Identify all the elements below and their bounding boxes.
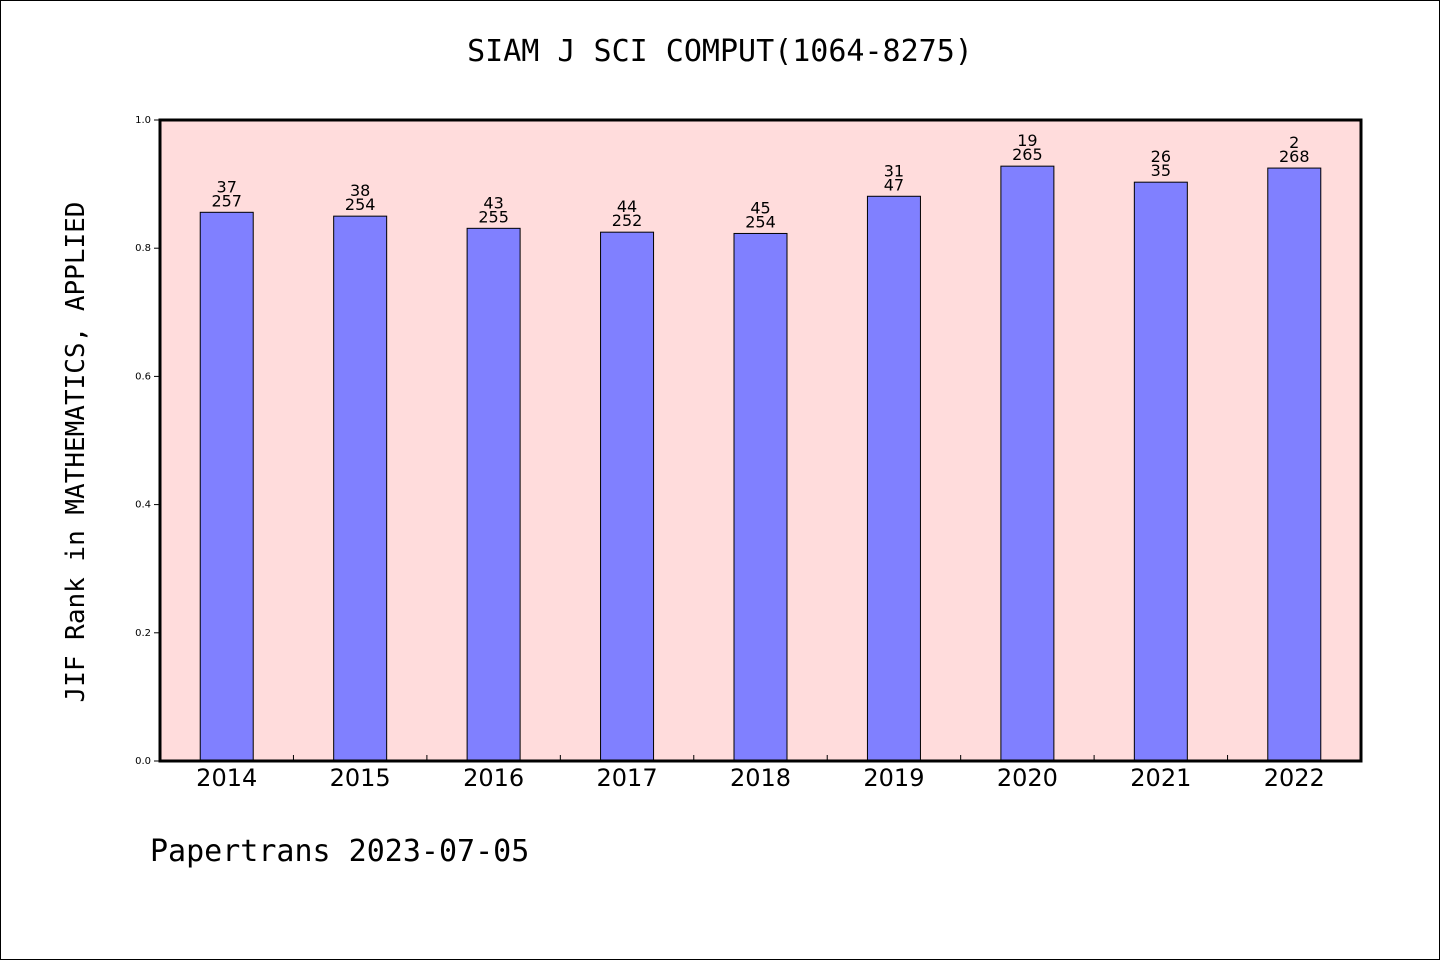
bar-rank-label: 44 [617,197,637,216]
bar [1267,167,1322,762]
bar-total-label: 255 [478,207,509,226]
x-tick-label: 2018 [730,764,791,792]
bar-rank-label: 43 [483,193,503,212]
bar-rank-label: 38 [350,181,370,200]
bar-total-label: 268 [1279,147,1310,166]
y-tick-label: 0.8 [135,243,151,254]
bar [600,231,655,762]
chart-title: SIAM J SCI COMPUT(1064-8275) [467,34,973,69]
x-tick-label: 2021 [1130,764,1191,792]
bar-total-label: 254 [345,195,376,214]
bar [733,232,788,762]
bar-rank-label: 19 [1017,131,1037,150]
bar [866,195,921,762]
bar-total-label: 257 [211,191,242,210]
bar [333,215,388,762]
x-tick-label: 2020 [997,764,1058,792]
bar-rank-label: 31 [884,161,904,180]
y-tick-label: 0.2 [135,628,151,639]
bar-total-label: 254 [745,212,776,231]
x-tick-label: 2014 [196,764,257,792]
y-tick-label: 1.0 [135,115,151,126]
bar-total-label: 47 [884,175,904,194]
x-tick-label: 2015 [330,764,391,792]
footer-credit: Papertrans 2023-07-05 [150,834,530,869]
bar-rank-label: 37 [217,177,237,196]
y-tick-label: 0.4 [135,500,151,511]
y-tick-label: 0.0 [135,756,151,767]
y-tick-label: 0.6 [135,371,151,382]
bar-total-label: 35 [1151,161,1171,180]
bar-rank-label: 45 [750,198,770,217]
x-tick-label: 2016 [463,764,524,792]
plot-frame [158,118,1363,763]
bar-rank-label: 26 [1151,147,1171,166]
bar [199,211,254,762]
bar-total-label: 265 [1012,145,1043,164]
bar-total-label: 252 [612,211,643,230]
bar [466,227,521,762]
bar-rank-label: 2 [1289,133,1299,152]
bar [1000,165,1055,762]
bar [1133,181,1188,762]
x-tick-label: 2019 [863,764,924,792]
x-tick-label: 2022 [1264,764,1325,792]
x-tick-label: 2017 [597,764,658,792]
